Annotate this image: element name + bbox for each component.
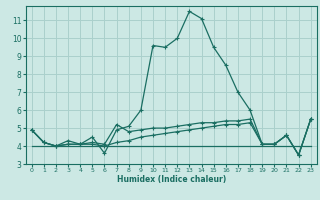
X-axis label: Humidex (Indice chaleur): Humidex (Indice chaleur) xyxy=(116,175,226,184)
